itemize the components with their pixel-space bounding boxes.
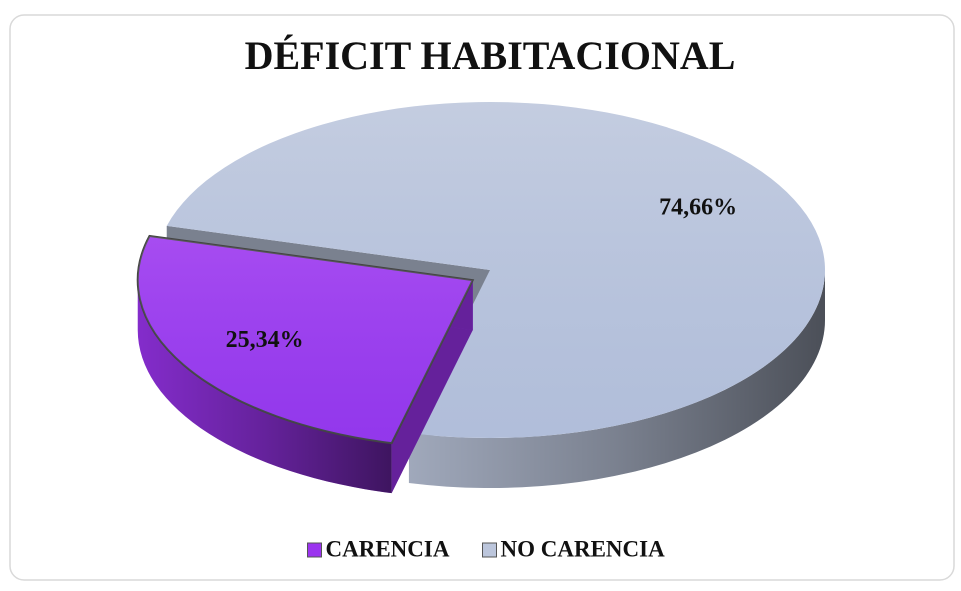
- pie: 25,34% 74,66%: [136, 101, 826, 494]
- legend-marker: [482, 542, 497, 558]
- data-label: 74,66%: [659, 194, 737, 220]
- slice-cut: [391, 280, 473, 494]
- slice-side-shade: [137, 280, 392, 494]
- legend-label: CARENCIA: [326, 536, 450, 561]
- legend-marker: [307, 542, 322, 558]
- legend: CARENCIA NO CARENCIA: [307, 536, 666, 561]
- slice-side-shade: [408, 270, 825, 488]
- legend-label: NO CARENCIA: [501, 536, 666, 561]
- slice-gloss: [137, 236, 473, 444]
- chart-title: DÉFICIT HABITACIONAL: [245, 33, 736, 78]
- data-label: 25,34%: [226, 327, 304, 353]
- slice-gloss: [166, 101, 826, 438]
- slice-cut-shade: [391, 280, 473, 494]
